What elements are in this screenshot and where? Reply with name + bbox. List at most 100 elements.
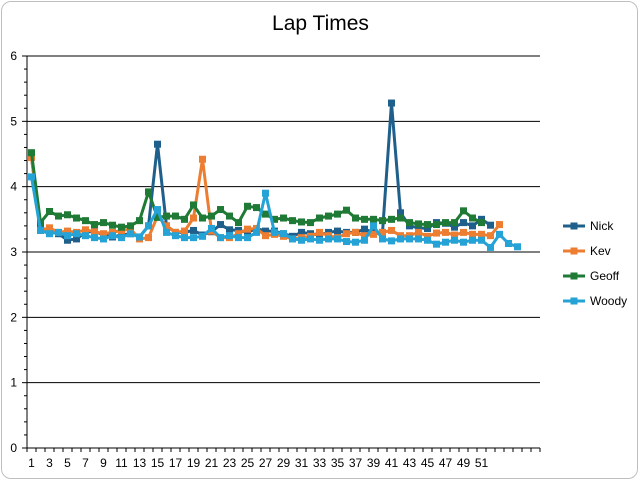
data-point-woody — [28, 173, 35, 181]
y-tick-label: 3 — [10, 245, 17, 259]
data-point-nick — [298, 228, 305, 236]
data-point-geoff — [424, 221, 431, 229]
data-point-kev — [82, 226, 89, 234]
data-point-nick — [334, 227, 341, 235]
data-point-geoff — [379, 217, 386, 225]
data-point-geoff — [289, 217, 296, 225]
data-point-woody — [226, 232, 233, 240]
data-point-woody — [469, 236, 476, 244]
data-point-geoff — [352, 214, 359, 222]
x-tick-label: 3 — [46, 456, 53, 470]
y-tick-label: 5 — [10, 114, 17, 128]
data-point-kev — [379, 228, 386, 236]
data-point-geoff — [64, 211, 71, 219]
data-point-geoff — [343, 206, 350, 214]
x-tick-label: 21 — [205, 456, 219, 470]
data-point-woody — [406, 235, 413, 243]
data-point-woody — [451, 236, 458, 244]
data-point-woody — [253, 228, 260, 236]
data-point-geoff — [316, 214, 323, 222]
data-point-nick — [190, 226, 197, 234]
data-point-kev — [469, 230, 476, 238]
data-point-geoff — [91, 221, 98, 229]
x-tick-label: 43 — [403, 456, 417, 470]
data-point-woody — [343, 238, 350, 246]
x-tick-label: 33 — [313, 456, 327, 470]
data-point-woody — [442, 238, 449, 246]
x-tick-label: 37 — [349, 456, 363, 470]
legend-marker-geoff — [570, 272, 578, 280]
x-tick-label: 7 — [82, 456, 89, 470]
legend-marker-kev — [570, 247, 578, 255]
data-point-geoff — [442, 219, 449, 227]
x-tick-label: 19 — [187, 456, 201, 470]
data-point-geoff — [271, 215, 278, 223]
x-tick-label: 49 — [457, 456, 471, 470]
y-tick-label: 4 — [10, 180, 17, 194]
data-point-geoff — [370, 215, 377, 223]
data-point-geoff — [433, 221, 440, 229]
data-point-geoff — [460, 207, 467, 215]
data-point-woody — [127, 230, 134, 238]
data-point-geoff — [388, 215, 395, 223]
data-point-woody — [136, 233, 143, 241]
data-point-woody — [487, 243, 494, 251]
data-point-geoff — [208, 212, 215, 220]
data-point-kev — [424, 232, 431, 240]
x-tick-label: 45 — [421, 456, 435, 470]
data-point-woody — [181, 234, 188, 242]
data-point-woody — [55, 228, 62, 236]
data-point-woody — [163, 228, 170, 236]
data-point-woody — [208, 224, 215, 232]
data-point-nick — [73, 235, 80, 243]
data-point-kev — [181, 227, 188, 235]
data-point-geoff — [244, 202, 251, 210]
data-point-woody — [307, 235, 314, 243]
data-point-woody — [388, 237, 395, 245]
data-point-kev — [46, 224, 53, 232]
data-point-kev — [361, 232, 368, 240]
data-point-geoff — [334, 210, 341, 218]
x-tick-label: 15 — [151, 456, 165, 470]
y-tick-label: 6 — [10, 49, 17, 63]
data-point-woody — [244, 234, 251, 242]
data-point-woody — [433, 240, 440, 248]
x-tick-label: 9 — [100, 456, 107, 470]
data-point-kev — [145, 234, 152, 242]
data-point-kev — [199, 155, 206, 163]
data-point-geoff — [82, 217, 89, 225]
x-tick-label: 27 — [259, 456, 273, 470]
data-point-woody — [316, 236, 323, 244]
data-point-geoff — [307, 219, 314, 227]
data-point-kev — [262, 232, 269, 240]
data-point-nick — [487, 221, 494, 229]
data-point-woody — [154, 206, 161, 214]
data-point-kev — [64, 227, 71, 235]
data-point-geoff — [235, 219, 242, 227]
data-point-woody — [325, 235, 332, 243]
x-tick-label: 25 — [241, 456, 255, 470]
data-point-nick — [217, 221, 224, 229]
data-point-woody — [478, 236, 485, 244]
data-point-woody — [271, 228, 278, 236]
data-point-geoff — [118, 223, 125, 231]
x-tick-label: 41 — [385, 456, 399, 470]
data-point-geoff — [163, 212, 170, 220]
data-point-kev — [100, 230, 107, 238]
data-point-woody — [361, 236, 368, 244]
data-point-woody — [262, 189, 269, 197]
data-point-geoff — [73, 214, 80, 222]
data-point-woody — [109, 232, 116, 240]
data-point-geoff — [136, 217, 143, 225]
data-point-kev — [451, 231, 458, 239]
data-point-geoff — [172, 212, 179, 220]
data-point-geoff — [100, 219, 107, 227]
data-point-woody — [73, 230, 80, 238]
data-point-geoff — [361, 215, 368, 223]
data-point-kev — [316, 228, 323, 236]
data-point-kev — [415, 228, 422, 236]
data-point-woody — [199, 232, 206, 240]
data-point-woody — [424, 236, 431, 244]
data-point-geoff — [217, 206, 224, 214]
